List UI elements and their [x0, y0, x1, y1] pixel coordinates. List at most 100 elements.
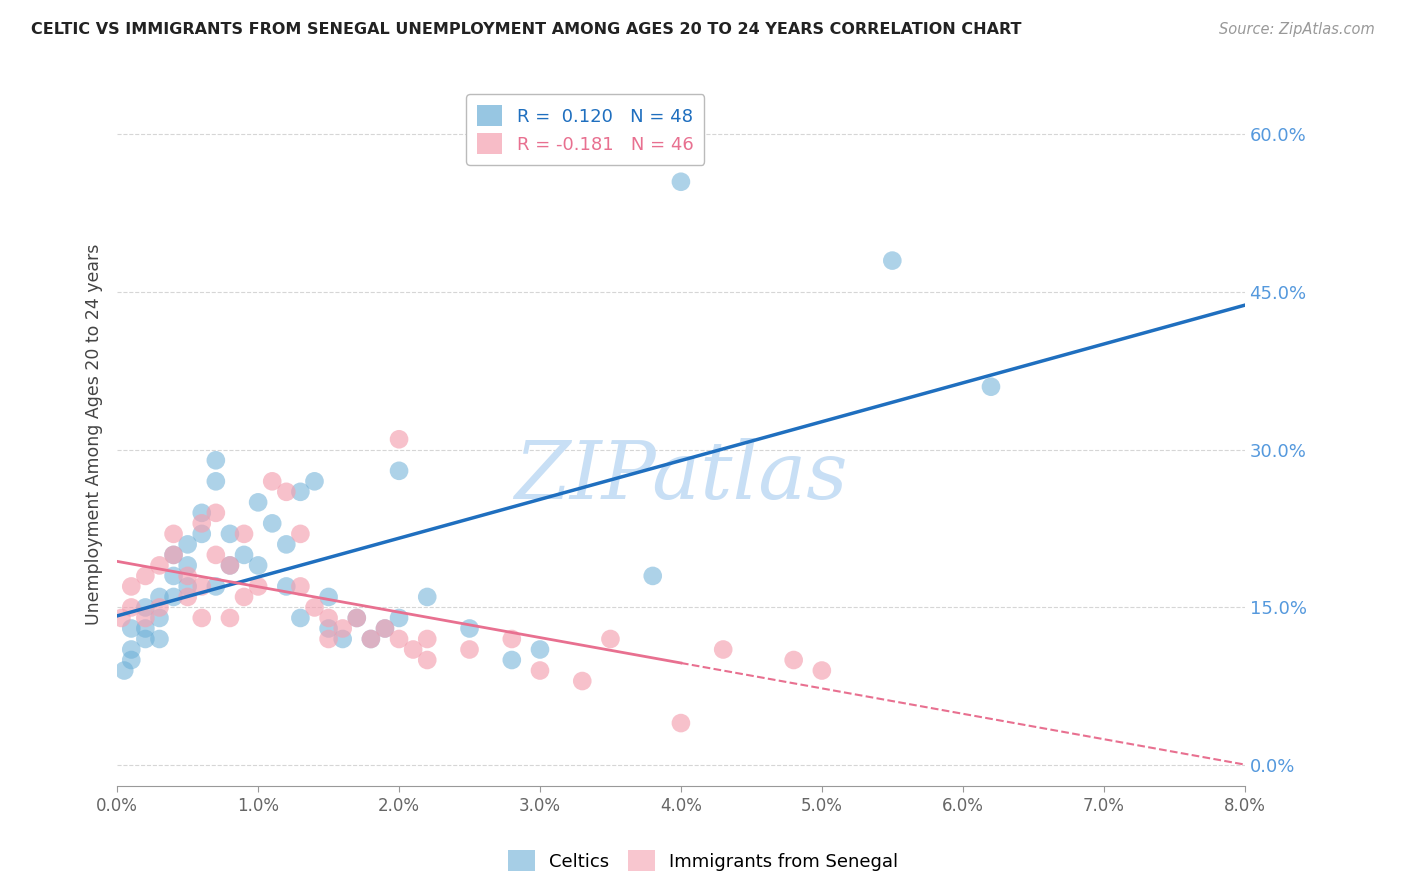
Point	[190, 527, 212, 541]
Point	[120, 653, 142, 667]
Point	[416, 632, 439, 646]
Point	[120, 642, 142, 657]
Point	[882, 253, 904, 268]
Point	[374, 622, 396, 636]
Point	[501, 653, 523, 667]
Text: ZIPatlas: ZIPatlas	[515, 438, 848, 515]
Point	[374, 622, 396, 636]
Point	[205, 548, 228, 562]
Point	[501, 632, 523, 646]
Point	[669, 175, 692, 189]
Point	[318, 622, 340, 636]
Point	[360, 632, 382, 646]
Point	[205, 475, 228, 489]
Point	[458, 642, 481, 657]
Legend: Celtics, Immigrants from Senegal: Celtics, Immigrants from Senegal	[501, 843, 905, 879]
Point	[148, 632, 170, 646]
Point	[318, 590, 340, 604]
Point	[162, 527, 184, 541]
Point	[190, 516, 212, 531]
Point	[599, 632, 621, 646]
Point	[219, 527, 242, 541]
Point	[233, 527, 256, 541]
Point	[641, 569, 664, 583]
Point	[134, 600, 156, 615]
Point	[811, 664, 834, 678]
Point	[110, 611, 132, 625]
Point	[148, 611, 170, 625]
Text: CELTIC VS IMMIGRANTS FROM SENEGAL UNEMPLOYMENT AMONG AGES 20 TO 24 YEARS CORRELA: CELTIC VS IMMIGRANTS FROM SENEGAL UNEMPL…	[31, 22, 1021, 37]
Point	[134, 569, 156, 583]
Point	[276, 537, 298, 551]
Point	[176, 569, 198, 583]
Point	[276, 579, 298, 593]
Point	[318, 611, 340, 625]
Point	[148, 590, 170, 604]
Point	[176, 590, 198, 604]
Point	[205, 579, 228, 593]
Point	[290, 484, 312, 499]
Point	[205, 453, 228, 467]
Point	[782, 653, 804, 667]
Point	[112, 664, 135, 678]
Point	[219, 558, 242, 573]
Point	[571, 673, 593, 688]
Legend: R =  0.120   N = 48, R = -0.181   N = 46: R = 0.120 N = 48, R = -0.181 N = 46	[465, 95, 704, 165]
Point	[262, 516, 284, 531]
Point	[148, 558, 170, 573]
Point	[219, 611, 242, 625]
Point	[190, 506, 212, 520]
Point	[247, 558, 270, 573]
Point	[669, 716, 692, 731]
Point	[332, 632, 354, 646]
Point	[276, 484, 298, 499]
Point	[205, 506, 228, 520]
Point	[711, 642, 734, 657]
Point	[162, 590, 184, 604]
Point	[290, 527, 312, 541]
Point	[402, 642, 425, 657]
Text: Source: ZipAtlas.com: Source: ZipAtlas.com	[1219, 22, 1375, 37]
Point	[190, 611, 212, 625]
Point	[416, 653, 439, 667]
Point	[233, 590, 256, 604]
Point	[176, 579, 198, 593]
Point	[290, 579, 312, 593]
Point	[318, 632, 340, 646]
Point	[980, 380, 1002, 394]
Point	[148, 600, 170, 615]
Point	[458, 622, 481, 636]
Point	[120, 622, 142, 636]
Point	[219, 558, 242, 573]
Point	[388, 432, 411, 446]
Point	[346, 611, 368, 625]
Point	[304, 475, 326, 489]
Point	[134, 622, 156, 636]
Point	[233, 548, 256, 562]
Point	[416, 590, 439, 604]
Point	[360, 632, 382, 646]
Point	[162, 548, 184, 562]
Point	[162, 548, 184, 562]
Point	[120, 579, 142, 593]
Point	[176, 537, 198, 551]
Point	[332, 622, 354, 636]
Point	[120, 600, 142, 615]
Point	[247, 495, 270, 509]
Y-axis label: Unemployment Among Ages 20 to 24 years: Unemployment Among Ages 20 to 24 years	[86, 244, 103, 624]
Point	[529, 642, 551, 657]
Point	[262, 475, 284, 489]
Point	[304, 600, 326, 615]
Point	[134, 611, 156, 625]
Point	[176, 558, 198, 573]
Point	[388, 632, 411, 646]
Point	[346, 611, 368, 625]
Point	[388, 464, 411, 478]
Point	[529, 664, 551, 678]
Point	[134, 632, 156, 646]
Point	[162, 569, 184, 583]
Point	[247, 579, 270, 593]
Point	[388, 611, 411, 625]
Point	[290, 611, 312, 625]
Point	[190, 579, 212, 593]
